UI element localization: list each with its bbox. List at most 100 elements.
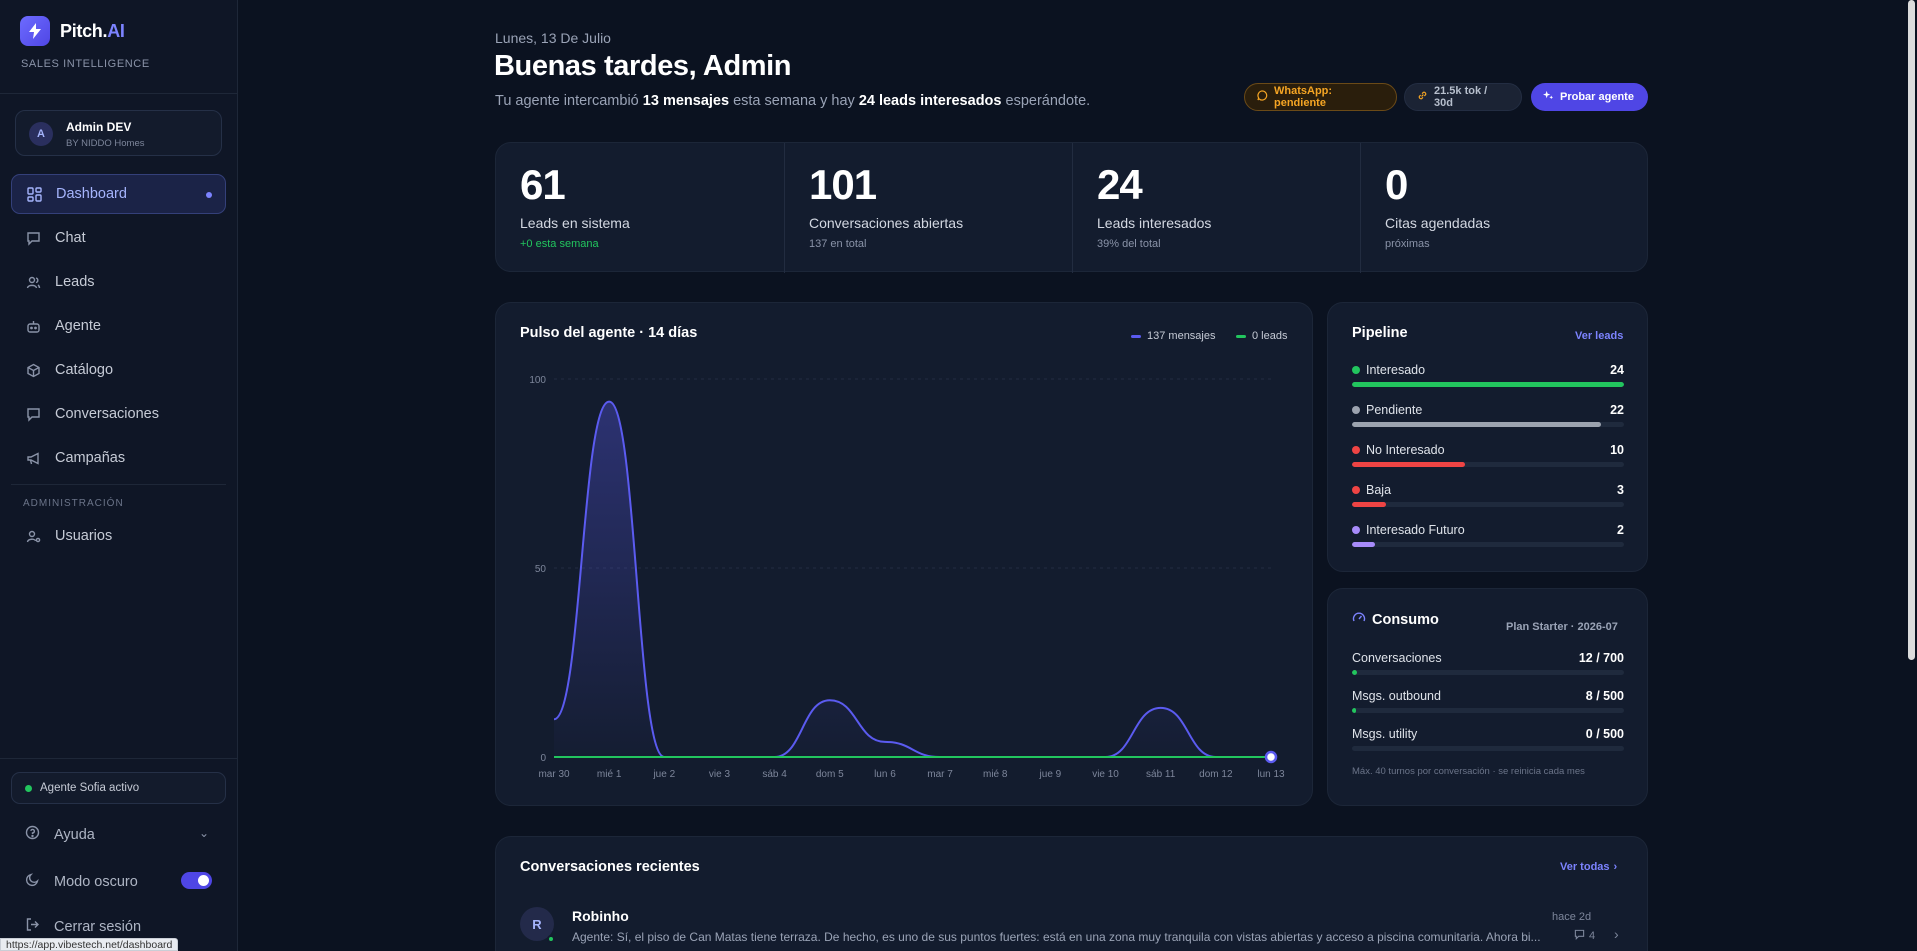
user-org: BY NIDDO Homes [66, 138, 145, 149]
pipeline-row[interactable]: No Interesado 10 [1352, 443, 1624, 467]
usage-bar [1352, 670, 1624, 675]
logout-label: Cerrar sesión [54, 918, 142, 935]
legend-leads: 0 leads [1236, 330, 1287, 342]
view-all-link[interactable]: Ver todas › [1560, 861, 1617, 873]
divider [0, 93, 238, 94]
sidebar-item-agente[interactable]: Agente [11, 306, 226, 346]
chevron-right-icon: › [1613, 861, 1618, 873]
pipeline-row-head: Interesado Futuro 2 [1352, 523, 1624, 537]
help-label: Ayuda [54, 826, 95, 843]
conversation-time: hace 2d [1552, 911, 1592, 923]
pipeline-count: 10 [1610, 443, 1624, 457]
x-tick-label: lun 13 [1257, 769, 1285, 780]
conversation-preview: Agente: Sí, el piso de Can Matas tiene t… [572, 930, 1541, 944]
link-icon [1417, 90, 1428, 104]
sidebar-item-leads[interactable]: Leads [11, 262, 226, 302]
grid-icon [26, 186, 42, 202]
online-dot-icon [547, 935, 555, 943]
pipeline-bar [1352, 502, 1624, 507]
pipeline-bar-fill [1352, 462, 1466, 467]
pipeline-label: Pendiente [1366, 403, 1423, 417]
browser-status-url: https://app.vibestech.net/dashboard [0, 938, 179, 951]
stats-panel: 61 Leads en sistema +0 esta semana 101 C… [495, 142, 1648, 273]
scrollbar[interactable] [1906, 0, 1917, 951]
sidebar-item-catalogo[interactable]: Catálogo [11, 350, 226, 390]
pipeline-count: 2 [1617, 523, 1624, 537]
users-icon [25, 274, 41, 290]
sidebar-item-dashboard[interactable]: Dashboard [11, 174, 226, 214]
user-card[interactable]: A Admin DEV BY NIDDO Homes [15, 110, 222, 156]
pipeline-row[interactable]: Interesado 24 [1352, 363, 1624, 387]
stat-value: 24 [1097, 161, 1143, 208]
sidebar-item-label: Chat [55, 230, 86, 246]
usage-bar [1352, 708, 1624, 713]
legend-label: 0 leads [1252, 330, 1288, 342]
chevron-right-icon: › [1614, 926, 1619, 942]
pipeline-row[interactable]: Interesado Futuro 2 [1352, 523, 1624, 547]
pipeline-row[interactable]: Pendiente 22 [1352, 403, 1624, 427]
conversation-name: Robinho [572, 908, 629, 924]
chevron-down-icon[interactable]: ⌄ [199, 826, 210, 840]
pipeline-count: 24 [1610, 363, 1624, 377]
pipeline-row[interactable]: Baja 3 [1352, 483, 1624, 507]
usage-value: 8 / 500 [1585, 689, 1624, 703]
x-tick-label: mar 30 [538, 769, 570, 780]
current-date: Lunes, 13 De Julio [495, 30, 611, 46]
pipeline-label: Interesado Futuro [1366, 523, 1465, 537]
sidebar-item-usuarios[interactable]: Usuarios [11, 516, 226, 556]
usage-row-head: Msgs. outbound 8 / 500 [1352, 689, 1624, 703]
usage-row: Conversaciones 12 / 700 [1352, 651, 1624, 675]
agent-status-label: Agente Sofia activo [40, 782, 140, 794]
moon-icon [25, 872, 40, 891]
pulse-card: Pulso del agente · 14 días 137 mensajes … [495, 302, 1313, 806]
try-agent-button[interactable]: Probar agente [1531, 83, 1648, 111]
stat-sub: 137 en total [809, 238, 867, 250]
sidebar-item-chat[interactable]: Chat [11, 218, 226, 258]
usage-title: Consumo [1352, 611, 1439, 629]
scrollbar-thumb[interactable] [1908, 0, 1915, 660]
dark-mode-label: Modo oscuro [54, 873, 138, 890]
recent-title: Conversaciones recientes [520, 859, 700, 875]
series-line [553, 400, 1271, 758]
bot-icon [25, 318, 41, 334]
sidebar-item-label: Conversaciones [55, 406, 159, 422]
stat-value: 101 [809, 161, 877, 208]
dark-mode-toggle[interactable] [181, 872, 212, 889]
sidebar-item-campanas[interactable]: Campañas [11, 438, 226, 478]
pipeline-stage: Interesado [1352, 363, 1425, 377]
megaphone-icon [25, 450, 41, 466]
pipeline-stage: Pendiente [1352, 403, 1422, 417]
message-count-value: 4 [1589, 930, 1596, 942]
brand[interactable]: Pitch.AI [20, 16, 125, 46]
help-circle-icon [25, 825, 40, 844]
dark-mode-row: Modo oscuro [25, 872, 138, 891]
help-menu[interactable]: Ayuda [25, 825, 95, 844]
stat-label: Leads en sistema [520, 215, 630, 231]
usage-bar [1352, 746, 1624, 751]
agent-status: Agente Sofia activo [11, 772, 226, 804]
sidebar-item-label: Catálogo [55, 362, 114, 378]
status-dot-icon [1352, 446, 1360, 454]
token-usage-badge: 21.5k tok / 30d [1404, 83, 1522, 111]
active-indicator [206, 192, 212, 198]
whatsapp-status-badge[interactable]: WhatsApp: pendiente [1244, 83, 1397, 111]
sidebar-item-conversaciones[interactable]: Conversaciones [11, 394, 226, 434]
pipeline-row-head: Baja 3 [1352, 483, 1624, 497]
y-tick-label: 100 [529, 375, 546, 386]
pipeline-bar-fill [1352, 502, 1386, 507]
logout-button[interactable]: Cerrar sesión [25, 917, 141, 936]
summary-text: Tu agente intercambió 13 mensajes esta s… [495, 93, 1091, 109]
pipeline-bar [1352, 422, 1624, 427]
usage-value: 12 / 700 [1578, 651, 1624, 665]
stat-conversations: 101 Conversaciones abiertas 137 en total [784, 143, 1072, 273]
page-title: Buenas tardes, Admin [494, 50, 792, 82]
stat-interested: 24 Leads interesados 39% del total [1072, 143, 1360, 273]
stat-label: Leads interesados [1097, 215, 1212, 231]
view-leads-link[interactable]: Ver leads [1575, 330, 1624, 342]
usage-bar-fill [1352, 670, 1357, 675]
x-tick-label: sáb 11 [1146, 769, 1176, 780]
usage-label: Conversaciones [1352, 651, 1442, 665]
usage-card: Consumo Plan Starter · 2026-07 Conversac… [1327, 588, 1648, 806]
recent-conversations-card: Conversaciones recientes Ver todas › R R… [495, 836, 1648, 951]
stat-value: 61 [520, 161, 566, 208]
